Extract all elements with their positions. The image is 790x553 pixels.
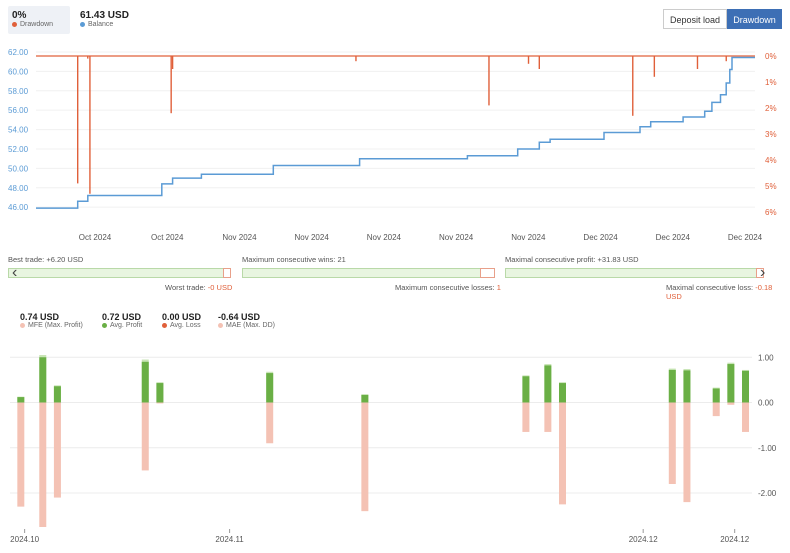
y-axis-left-tick: 52.00 — [8, 145, 29, 154]
worst-trade: Worst trade: -0 USD — [165, 283, 233, 292]
balance-drawdown-chart: 62.00 60.00 58.00 56.00 54.00 52.00 50.00 48.00… — [8, 48, 777, 242]
avg-profit-bar — [17, 397, 25, 403]
y-axis-left-tick: 48.00 — [8, 184, 29, 193]
y-axis-left-tick: 56.00 — [8, 106, 29, 115]
y-axis-tick: 1.00 — [758, 353, 774, 362]
mae-bar — [156, 402, 164, 404]
max-consecutive-loss: Maximal consecutive loss: -0.18 USD — [666, 283, 773, 301]
avg-profit-bar — [361, 394, 369, 403]
y-axis-right-tick: 0% — [765, 52, 777, 61]
mae-bar — [522, 402, 530, 432]
x-axis-tick: Nov 2024 — [295, 233, 330, 242]
avg-profit-bar — [544, 365, 552, 403]
x-axis-tick: Dec 2024 — [583, 233, 618, 242]
mae-bar — [544, 402, 552, 432]
mae-bar — [141, 402, 149, 471]
avg-profit-bar — [559, 383, 566, 403]
deposit-load-button[interactable]: Deposit load — [663, 9, 727, 29]
y-axis-right-tick: 3% — [765, 130, 777, 139]
y-axis-left-tick: 46.00 — [8, 203, 29, 212]
metric-mae: -0.64 USD MAE (Max. DD) — [218, 312, 275, 329]
drawdown-label: Drawdown — [20, 21, 54, 28]
drawdown-value: 0% — [12, 10, 27, 21]
y-axis-tick: 0.00 — [758, 399, 774, 408]
y-axis-left-tick: 50.00 — [8, 164, 29, 173]
chevron-left-icon[interactable]: ‹ — [12, 264, 18, 281]
mae-bar — [742, 402, 749, 432]
mae-bar — [683, 402, 691, 503]
balance-summary: 61.43 USD Balance — [80, 10, 129, 28]
drawdown-summary — [8, 6, 70, 34]
best-worst-trade-bar — [8, 268, 231, 278]
mae-bar — [559, 402, 566, 505]
balance-label: Balance — [88, 21, 114, 28]
drawdown-button[interactable]: Drawdown — [727, 9, 782, 29]
avg-profit-bar — [266, 373, 274, 403]
y-axis-right-tick: 6% — [765, 208, 777, 217]
mae-bar — [39, 402, 47, 527]
y-axis-left-tick: 58.00 — [8, 87, 29, 96]
avg-profit-bar — [712, 388, 720, 403]
x-axis-tick: 2024.12 — [720, 535, 749, 544]
avg-profit-bar — [668, 369, 676, 403]
metric-mfe: 0.74 USD MFE (Max. Profit) — [20, 312, 83, 329]
y-axis-left-tick: 60.00 — [8, 67, 29, 76]
consecutive-wins-bar — [242, 268, 495, 278]
x-axis-tick: Dec 2024 — [728, 233, 763, 242]
avg-profit-bar — [39, 357, 47, 403]
mae-bar — [712, 402, 720, 417]
y-axis-left-tick: 62.00 — [8, 48, 29, 57]
y-axis-left-tick: 54.00 — [8, 126, 29, 135]
x-axis-tick: Oct 2024 — [79, 233, 112, 242]
mae-bar — [17, 402, 25, 507]
consecutive-profit-bar — [505, 268, 764, 278]
y-axis-right-tick: 4% — [765, 156, 777, 165]
x-axis-tick: Nov 2024 — [511, 233, 546, 242]
x-axis-tick: 2024.12 — [629, 535, 658, 544]
avg-profit-bar — [683, 370, 691, 403]
best-trade-label: Best trade: +6.20 USD — [8, 255, 84, 264]
avg-profit-bar — [53, 386, 61, 403]
metric-avg-loss: 0.00 USD Avg. Loss — [162, 312, 202, 329]
mae-bar — [727, 402, 735, 405]
mae-bar — [266, 402, 274, 444]
drawdown-legend-dot — [12, 22, 17, 27]
max-consecutive-losses: Maximum consecutive losses: 1 — [395, 283, 501, 292]
x-axis-tick: 2024.10 — [10, 535, 39, 544]
x-axis-tick: Oct 2024 — [151, 233, 184, 242]
avg-profit-bar — [141, 361, 149, 403]
y-axis-tick: -2.00 — [758, 489, 777, 498]
avg-profit-bar — [156, 383, 164, 403]
mae-bar — [361, 402, 369, 512]
x-axis-tick: Nov 2024 — [367, 233, 402, 242]
balance-value: 61.43 USD — [80, 10, 129, 21]
balance-line — [36, 56, 755, 209]
avg-profit-bar — [727, 364, 735, 403]
y-axis-right-tick: 5% — [765, 182, 777, 191]
y-axis-right-tick: 1% — [765, 78, 777, 87]
max-consecutive-profit: Maximal consecutive profit: +31.83 USD — [505, 255, 639, 264]
x-axis-tick: Dec 2024 — [656, 233, 691, 242]
x-axis-tick: 2024.11 — [215, 535, 244, 544]
avg-profit-bar — [742, 370, 749, 403]
mae-bar — [53, 402, 61, 498]
metric-avg-profit: 0.72 USD Avg. Profit — [102, 312, 143, 329]
drawdown-summary-content: 0% Drawdown — [12, 10, 53, 28]
mae-bar — [668, 402, 676, 484]
y-axis-right-tick: 2% — [765, 104, 777, 113]
avg-profit-bar — [522, 376, 530, 403]
y-axis-tick: -1.00 — [758, 444, 777, 453]
chevron-right-icon[interactable]: › — [760, 264, 766, 281]
trades-mfe-mae-chart: 1.00 0.00 -1.00 -2.00 2024.10 2024.11 2024.12 2… — [10, 353, 777, 544]
x-axis-tick: Nov 2024 — [222, 233, 257, 242]
balance-legend-dot — [80, 22, 85, 27]
x-axis-tick: Nov 2024 — [439, 233, 474, 242]
max-consecutive-wins: Maximum consecutive wins: 21 — [242, 255, 346, 264]
